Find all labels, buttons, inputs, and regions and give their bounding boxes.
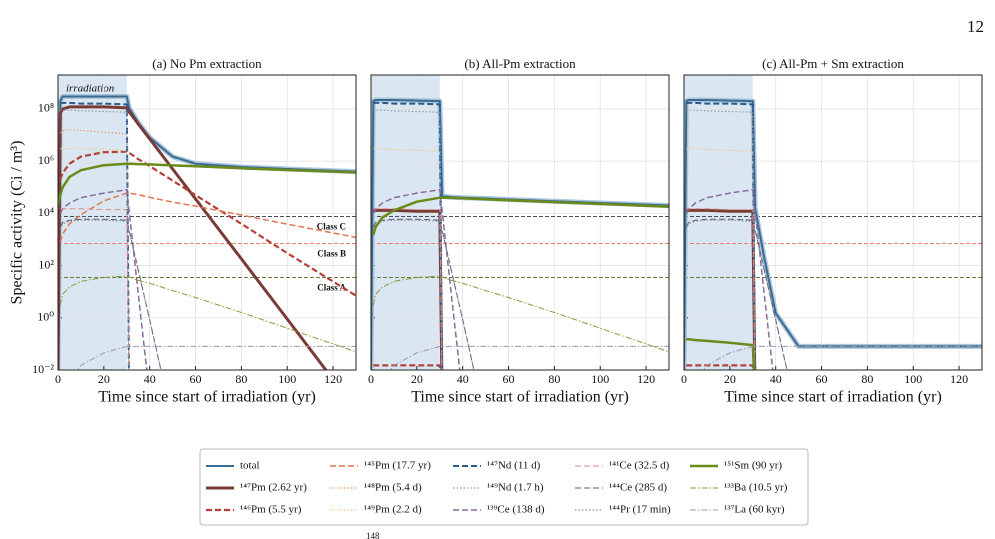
series-line [373,208,443,370]
plot-frame [370,74,670,371]
series-line [686,101,756,370]
series-line [685,218,788,370]
y-tick-label: 10⁴ [38,205,54,219]
series-line [60,101,130,370]
x-tick-label: 40 [770,372,782,386]
series-line [76,345,356,370]
series-line [58,162,356,206]
legend-label: ¹⁴⁹Pm (2.2 d) [364,504,422,516]
legend-label: ¹⁴⁴Pr (17 min) [609,504,671,516]
legend-label: ¹³⁷La (60 kyr) [724,504,785,516]
y-tick-label: 10⁶ [38,153,54,167]
irradiation-shade [371,75,440,370]
class-label: Class A [317,283,346,293]
y-tick-label: 10⁸ [38,101,54,115]
plot-frame [57,74,357,371]
legend-box [199,448,809,526]
plot-frame [683,74,983,371]
legend-label: ¹⁴⁷Nd (11 d) [487,460,541,472]
x-tick-label: 40 [144,372,156,386]
series-line [389,345,669,370]
legend-label: ¹⁴⁸Pm (5.4 d) [364,482,422,494]
series-line [59,275,356,353]
caption-fragment: 148 [366,531,380,539]
legend-label: ¹⁴⁶Pm (5.5 yr) [240,504,302,516]
x-tick-label: 60 [816,372,828,386]
x-tick-label: 100 [278,372,296,386]
series-line [372,218,475,370]
y-axis-label: Specific activity (Ci / m³) [9,141,26,305]
series-group [58,94,356,370]
legend-label: ¹⁴⁵Pm (17.7 yr) [364,460,431,472]
x-tick-label: 100 [904,372,922,386]
x-tick-label: 80 [548,372,560,386]
y-tick-label: 10⁻² [32,362,54,376]
legend-label: total [240,460,260,472]
class-label: Class C [317,222,346,232]
series-line [373,109,443,370]
y-tick-label: 10² [38,257,54,271]
legend-label: ¹³³Ba (10.5 yr) [724,482,788,494]
x-tick-label: 60 [190,372,202,386]
series-line [686,208,756,370]
series-line [372,196,669,236]
x-tick-label: 0 [368,372,374,386]
series-line [60,208,130,370]
chart-title: (b) All-Pm extraction [464,56,576,71]
series-group [371,97,669,370]
series-line [372,189,461,370]
legend-label: ¹³⁹Ce (138 d) [487,504,545,516]
irradiation-shade [684,75,753,370]
legend-label: ¹⁵¹Sm (90 yr) [724,460,782,472]
x-tick-label: 0 [681,372,687,386]
page-number: 12 [967,17,984,36]
series-line [58,95,356,370]
series-line [59,189,148,370]
x-axis-label: Time since start of irradiation (yr) [411,389,629,406]
x-tick-label: 20 [724,372,736,386]
chart-title: (c) All-Pm + Sm extraction [762,56,904,71]
series-line [373,101,443,370]
x-tick-label: 120 [950,372,968,386]
legend-label: ¹⁴⁹Nd (1.7 h) [487,482,544,494]
x-tick-label: 20 [98,372,110,386]
x-tick-label: 0 [55,372,61,386]
irradiation-shade [58,75,127,370]
series-line [59,218,162,370]
x-tick-label: 80 [861,372,873,386]
class-label: Class B [317,249,346,259]
legend-label: ¹⁴⁷Pm (2.62 yr) [240,482,307,494]
series-line [702,345,982,370]
x-tick-label: 100 [591,372,609,386]
series-line [60,109,130,370]
chart-title: (a) No Pm extraction [152,56,262,71]
series-line [59,150,356,297]
shade-label: irradiation [66,83,115,95]
series-line [686,338,756,370]
x-tick-label: 120 [324,372,342,386]
x-tick-label: 80 [235,372,247,386]
y-tick-label: 10⁰ [37,310,54,324]
series-group [684,97,982,370]
x-axis-label: Time since start of irradiation (yr) [724,389,942,406]
series-line [686,109,756,370]
x-tick-label: 40 [457,372,469,386]
legend-label: ¹⁴⁴Ce (285 d) [609,482,667,494]
x-tick-label: 60 [503,372,515,386]
series-line [685,189,774,370]
series-line [372,275,669,353]
series-line [58,105,328,370]
x-tick-label: 120 [637,372,655,386]
series-line [59,192,356,243]
legend-label: ¹⁴¹Ce (32.5 d) [609,460,670,472]
x-axis-label: Time since start of irradiation (yr) [98,389,316,406]
x-tick-label: 20 [411,372,423,386]
